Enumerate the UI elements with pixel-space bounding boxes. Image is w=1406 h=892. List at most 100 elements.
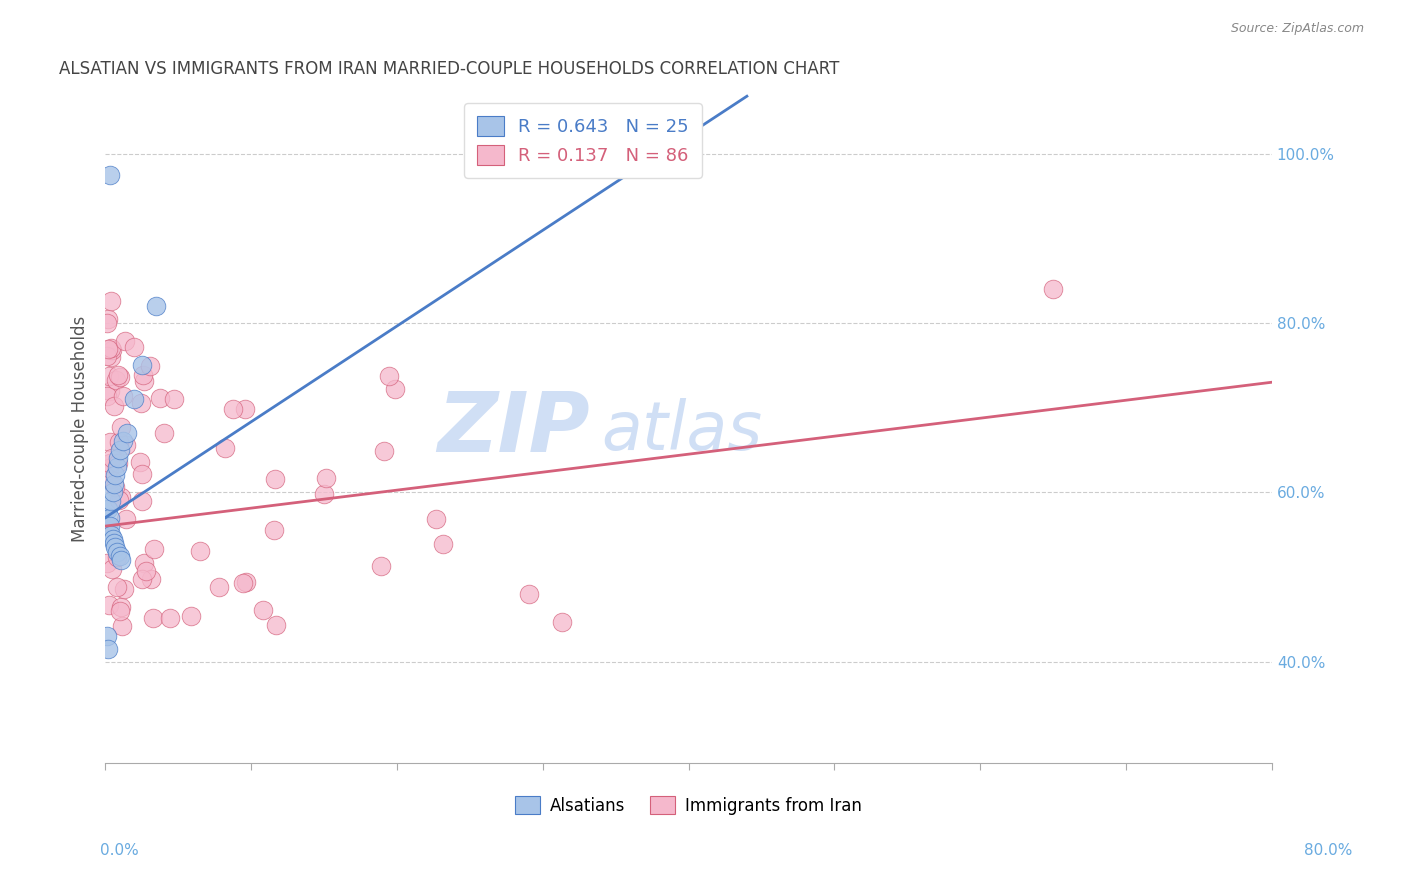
- Point: [214, 441, 236, 455]
- Legend: Alsatians, Immigrants from Iran: Alsatians, Immigrants from Iran: [508, 789, 869, 822]
- Point: [551, 615, 574, 629]
- Point: [378, 368, 401, 383]
- Point: [122, 340, 145, 354]
- Point: [100, 350, 122, 364]
- Point: [98, 519, 121, 533]
- Point: [101, 343, 124, 357]
- Point: [98, 456, 121, 470]
- Point: [100, 341, 122, 355]
- Point: [97, 502, 120, 516]
- Point: [115, 512, 138, 526]
- Point: [517, 586, 540, 600]
- Text: atlas: atlas: [600, 398, 762, 464]
- Point: [101, 562, 124, 576]
- Point: [103, 536, 125, 550]
- Point: [107, 451, 129, 466]
- Point: [96, 389, 118, 403]
- Point: [112, 582, 135, 596]
- Point: [232, 576, 254, 591]
- Point: [107, 368, 129, 383]
- Point: [108, 492, 131, 507]
- Point: [124, 392, 146, 406]
- Point: [131, 572, 153, 586]
- Point: [98, 168, 121, 182]
- Point: [97, 343, 120, 357]
- Point: [105, 580, 128, 594]
- Point: [97, 311, 120, 326]
- Point: [384, 382, 406, 396]
- Point: [105, 550, 128, 565]
- Point: [111, 618, 134, 632]
- Point: [314, 487, 336, 501]
- Point: [235, 575, 257, 590]
- Point: [96, 349, 118, 363]
- Point: [105, 544, 128, 558]
- Point: [152, 425, 174, 440]
- Point: [100, 527, 122, 541]
- Point: [115, 425, 138, 440]
- Point: [110, 599, 132, 614]
- Point: [101, 451, 124, 466]
- Point: [208, 580, 231, 594]
- Point: [98, 435, 121, 450]
- Point: [108, 435, 131, 450]
- Point: [97, 641, 120, 656]
- Point: [132, 556, 155, 570]
- Point: [103, 399, 125, 413]
- Point: [315, 471, 337, 485]
- Point: [101, 485, 124, 500]
- Point: [135, 564, 157, 578]
- Point: [131, 467, 153, 482]
- Point: [252, 603, 274, 617]
- Point: [131, 493, 153, 508]
- Point: [110, 553, 132, 567]
- Point: [263, 523, 285, 537]
- Point: [110, 491, 132, 505]
- Point: [114, 438, 136, 452]
- Point: [373, 443, 395, 458]
- Point: [100, 472, 122, 486]
- Point: [143, 541, 166, 556]
- Point: [108, 370, 131, 384]
- Point: [98, 384, 121, 398]
- Point: [96, 556, 118, 570]
- Point: [131, 359, 153, 373]
- Point: [97, 518, 120, 533]
- Point: [97, 599, 120, 613]
- Point: [112, 389, 135, 403]
- Point: [188, 544, 211, 558]
- Point: [108, 549, 131, 563]
- Point: [432, 536, 454, 550]
- Point: [139, 572, 162, 586]
- Point: [100, 294, 122, 309]
- Point: [96, 316, 118, 330]
- Point: [105, 459, 128, 474]
- Point: [233, 401, 256, 416]
- Point: [425, 512, 447, 526]
- Point: [96, 629, 118, 643]
- Point: [142, 611, 165, 625]
- Point: [103, 476, 125, 491]
- Point: [114, 334, 136, 348]
- Text: ZIP: ZIP: [437, 388, 589, 469]
- Point: [132, 374, 155, 388]
- Point: [104, 541, 127, 555]
- Point: [264, 472, 287, 486]
- Point: [110, 420, 132, 434]
- Point: [108, 442, 131, 457]
- Point: [98, 510, 121, 524]
- Text: 0.0%: 0.0%: [100, 843, 139, 858]
- Point: [370, 559, 392, 574]
- Point: [180, 608, 202, 623]
- Point: [149, 392, 172, 406]
- Point: [139, 359, 162, 373]
- Point: [100, 493, 122, 508]
- Point: [108, 604, 131, 618]
- Point: [129, 395, 152, 409]
- Point: [163, 392, 186, 406]
- Point: [145, 299, 167, 313]
- Point: [104, 373, 127, 387]
- Point: [221, 401, 243, 416]
- Point: [104, 468, 127, 483]
- Y-axis label: Married-couple Households: Married-couple Households: [72, 316, 89, 542]
